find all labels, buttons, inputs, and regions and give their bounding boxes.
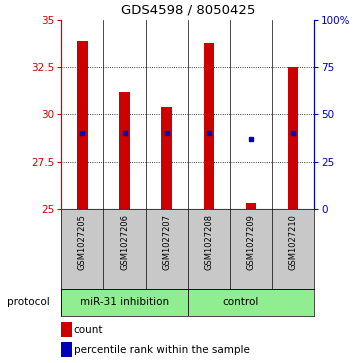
Text: miR-31 inhibition: miR-31 inhibition [0,362,1,363]
Bar [204,42,214,209]
Text: GSM1027208: GSM1027208 [204,214,213,270]
Bar [77,41,88,209]
Bar [245,203,256,209]
Text: GSM1027210: GSM1027210 [288,214,297,270]
Text: control: control [222,297,258,307]
Text: GSM1027207: GSM1027207 [162,214,171,270]
Text: GSM1027209: GSM1027209 [247,214,255,270]
Text: control: control [0,362,1,363]
Text: protocol: protocol [7,297,50,307]
Title: GDS4598 / 8050425: GDS4598 / 8050425 [121,3,255,16]
Bar [119,92,130,209]
Bar [188,289,314,316]
Bar [61,289,188,316]
Bar [61,342,72,357]
Bar [161,107,172,209]
Text: GSM1027206: GSM1027206 [120,214,129,270]
Text: miR-31 inhibition: miR-31 inhibition [80,297,169,307]
Text: GSM1027205: GSM1027205 [78,214,87,270]
Bar [288,67,298,209]
Text: count: count [74,325,103,335]
Text: percentile rank within the sample: percentile rank within the sample [74,345,249,355]
Bar [61,322,72,338]
